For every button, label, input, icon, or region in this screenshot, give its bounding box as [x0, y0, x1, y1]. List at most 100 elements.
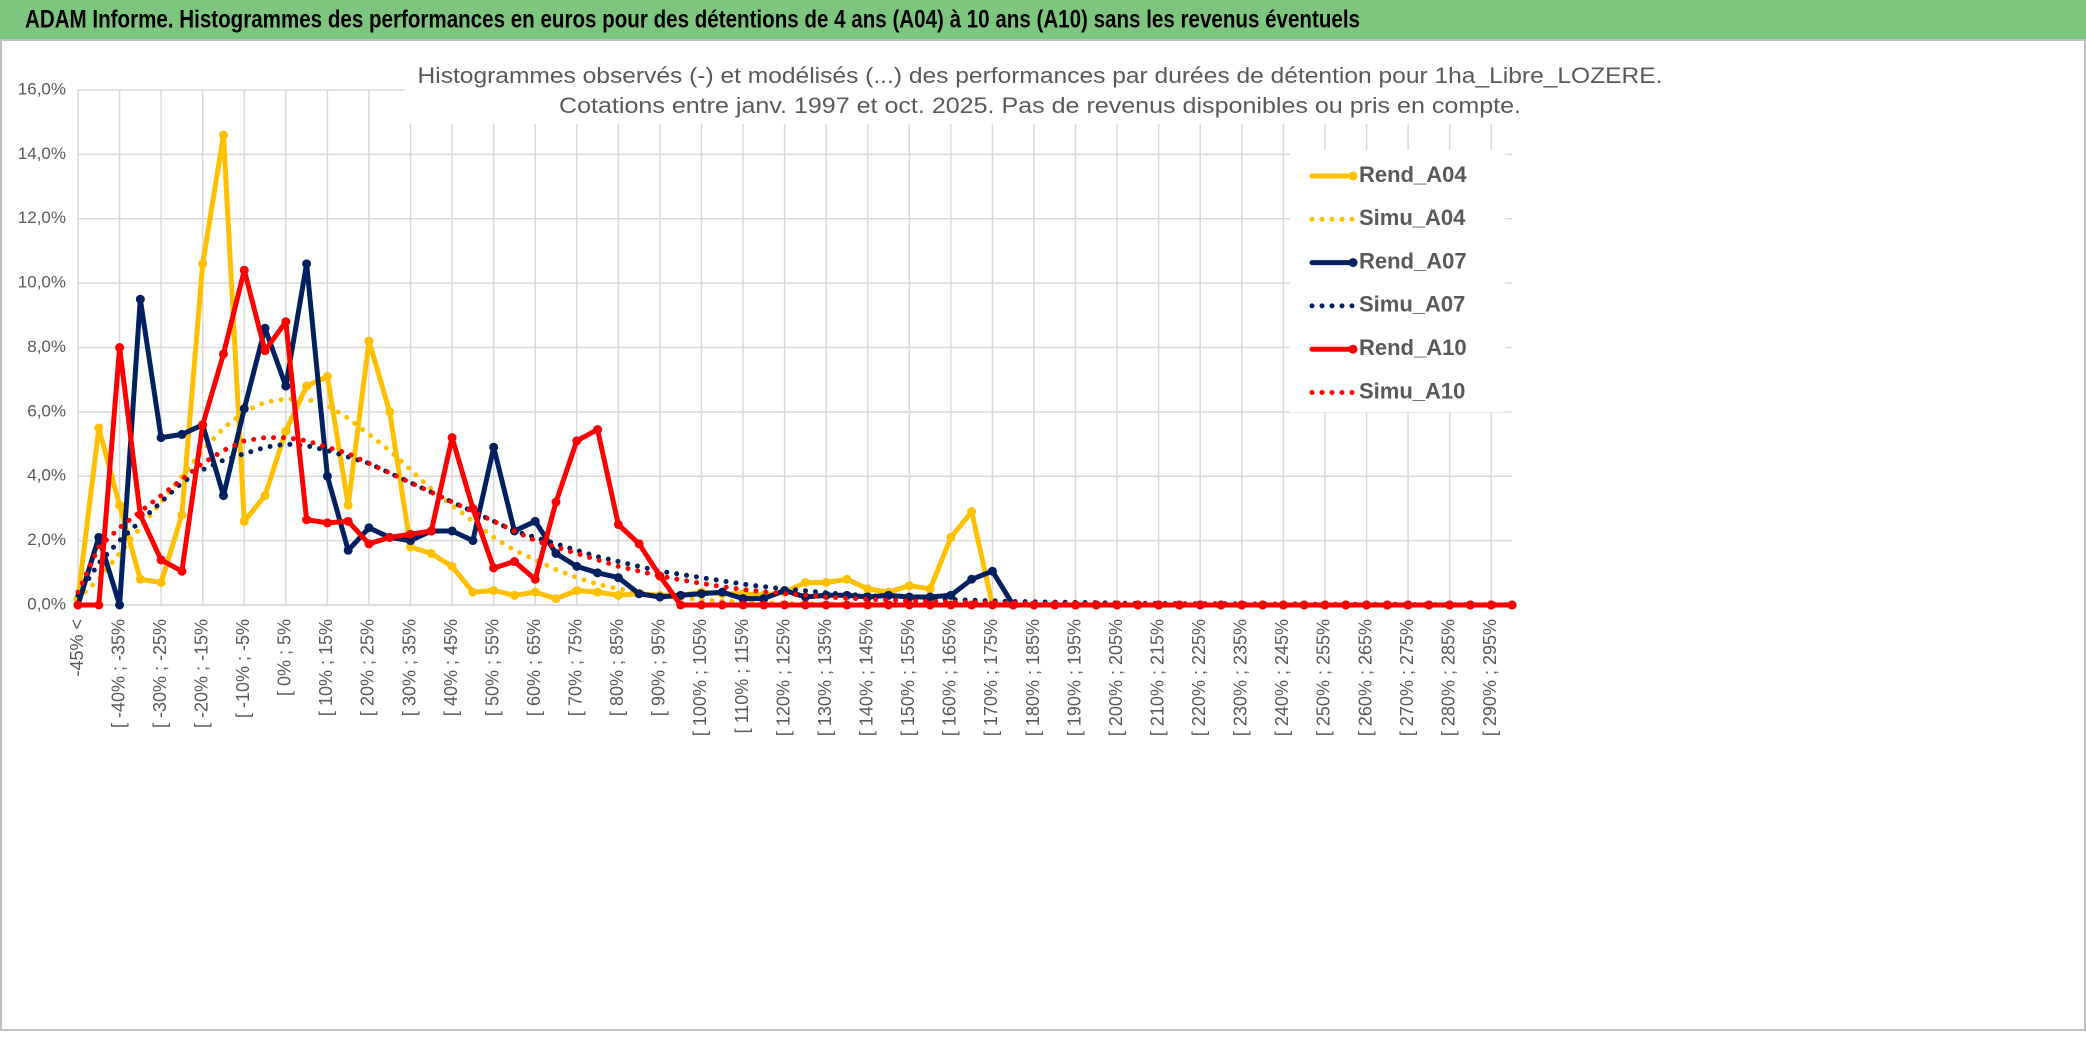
marker: [281, 426, 291, 436]
marker: [1216, 600, 1226, 610]
x-tick-label: [ 50% ; 55%: [482, 619, 502, 716]
marker: [904, 581, 914, 591]
legend-marker: [1348, 171, 1358, 181]
x-tick-label: [ 20% ; 25%: [358, 619, 378, 716]
x-tick-label: [ 30% ; 35%: [399, 619, 419, 716]
series-line: [75, 441, 1515, 608]
x-tick-label: [ -20% ; -15%: [191, 619, 211, 728]
marker: [593, 568, 603, 578]
marker: [530, 516, 540, 526]
marker: [364, 336, 374, 346]
marker: [260, 491, 270, 501]
x-tick-label: [ 270% ; 275%: [1397, 619, 1417, 736]
marker: [115, 343, 125, 352]
x-tick-label: [ 250% ; 255%: [1314, 619, 1334, 736]
x-tick-label: [ 220% ; 225%: [1189, 619, 1209, 736]
marker: [281, 317, 291, 327]
marker: [218, 491, 228, 501]
marker: [551, 594, 561, 604]
x-tick-label: [ 120% ; 125%: [773, 619, 793, 736]
marker: [343, 516, 353, 526]
marker: [198, 259, 208, 269]
marker: [156, 577, 166, 587]
x-tick-label: [ 260% ; 265%: [1355, 619, 1375, 736]
marker: [468, 587, 478, 597]
marker: [572, 586, 582, 596]
x-tick-label: -45% <: [67, 619, 87, 677]
marker: [426, 526, 436, 536]
marker: [489, 563, 499, 573]
x-tick-label: [ 90% ; 95%: [649, 619, 669, 716]
marker: [759, 600, 769, 610]
marker: [655, 592, 665, 602]
marker: [302, 515, 312, 525]
marker: [925, 592, 935, 602]
marker: [177, 429, 187, 439]
y-tick-label: 16,0%: [18, 79, 66, 98]
marker: [530, 587, 540, 597]
marker: [385, 407, 395, 417]
marker: [489, 442, 499, 452]
legend-label: Rend_A10: [1359, 335, 1467, 360]
x-tick-label: [ 160% ; 165%: [940, 619, 960, 736]
x-tick-label: [ 130% ; 135%: [815, 619, 835, 736]
marker: [634, 589, 644, 599]
x-tick-label: [ 0% ; 5%: [275, 619, 295, 696]
legend-label: Simu_A04: [1359, 205, 1466, 230]
marker: [863, 600, 873, 610]
series-line: [75, 435, 1515, 608]
x-tick-label: [ 200% ; 205%: [1106, 619, 1126, 736]
legend-marker: [1348, 344, 1358, 354]
legend-bg: [1290, 150, 1505, 412]
marker: [821, 600, 831, 610]
y-tick-label: 8,0%: [27, 337, 66, 356]
x-tick-label: [ 40% ; 45%: [441, 619, 461, 716]
marker: [385, 532, 395, 542]
x-tick-label: [ -10% ; -5%: [233, 619, 253, 718]
legend-label: Rend_A04: [1359, 162, 1467, 187]
marker: [73, 600, 83, 610]
marker: [1465, 600, 1475, 610]
legend-label: Simu_A10: [1359, 378, 1465, 403]
marker: [239, 516, 249, 526]
marker: [198, 420, 208, 430]
x-tick-label: [ -40% ; -35%: [108, 619, 128, 728]
marker: [904, 600, 914, 610]
marker: [780, 600, 790, 610]
x-tick-label: [ 70% ; 75%: [566, 619, 586, 716]
marker: [946, 532, 956, 542]
marker: [634, 539, 644, 549]
x-tick-label: [ 240% ; 245%: [1272, 619, 1292, 736]
chart-title: Histogrammes observés (-) et modélisés (…: [418, 63, 1663, 88]
x-tick-label: [ 150% ; 155%: [898, 619, 918, 736]
x-tick-label: [ 80% ; 85%: [607, 619, 627, 716]
marker: [260, 323, 270, 333]
marker: [759, 594, 769, 604]
marker: [987, 566, 997, 576]
marker: [509, 557, 519, 567]
marker: [925, 600, 935, 610]
marker: [863, 584, 873, 594]
marker: [967, 574, 977, 584]
marker: [1486, 600, 1496, 610]
chart-border: [0, 39, 2086, 1031]
marker: [530, 574, 540, 584]
marker: [406, 542, 416, 552]
x-tick-label: [ -30% ; -25%: [150, 619, 170, 728]
marker: [551, 497, 561, 507]
marker: [177, 510, 187, 520]
y-tick-label: 12,0%: [18, 208, 66, 227]
marker: [946, 600, 956, 610]
marker: [468, 536, 478, 546]
grid: [77, 89, 1512, 606]
marker: [738, 594, 748, 604]
x-tick-label: [ 280% ; 285%: [1438, 619, 1458, 736]
marker: [281, 381, 291, 391]
marker: [135, 574, 145, 584]
marker: [738, 600, 748, 610]
y-tick-label: 10,0%: [18, 273, 66, 292]
marker: [572, 561, 582, 571]
header-bar: [0, 0, 2086, 40]
